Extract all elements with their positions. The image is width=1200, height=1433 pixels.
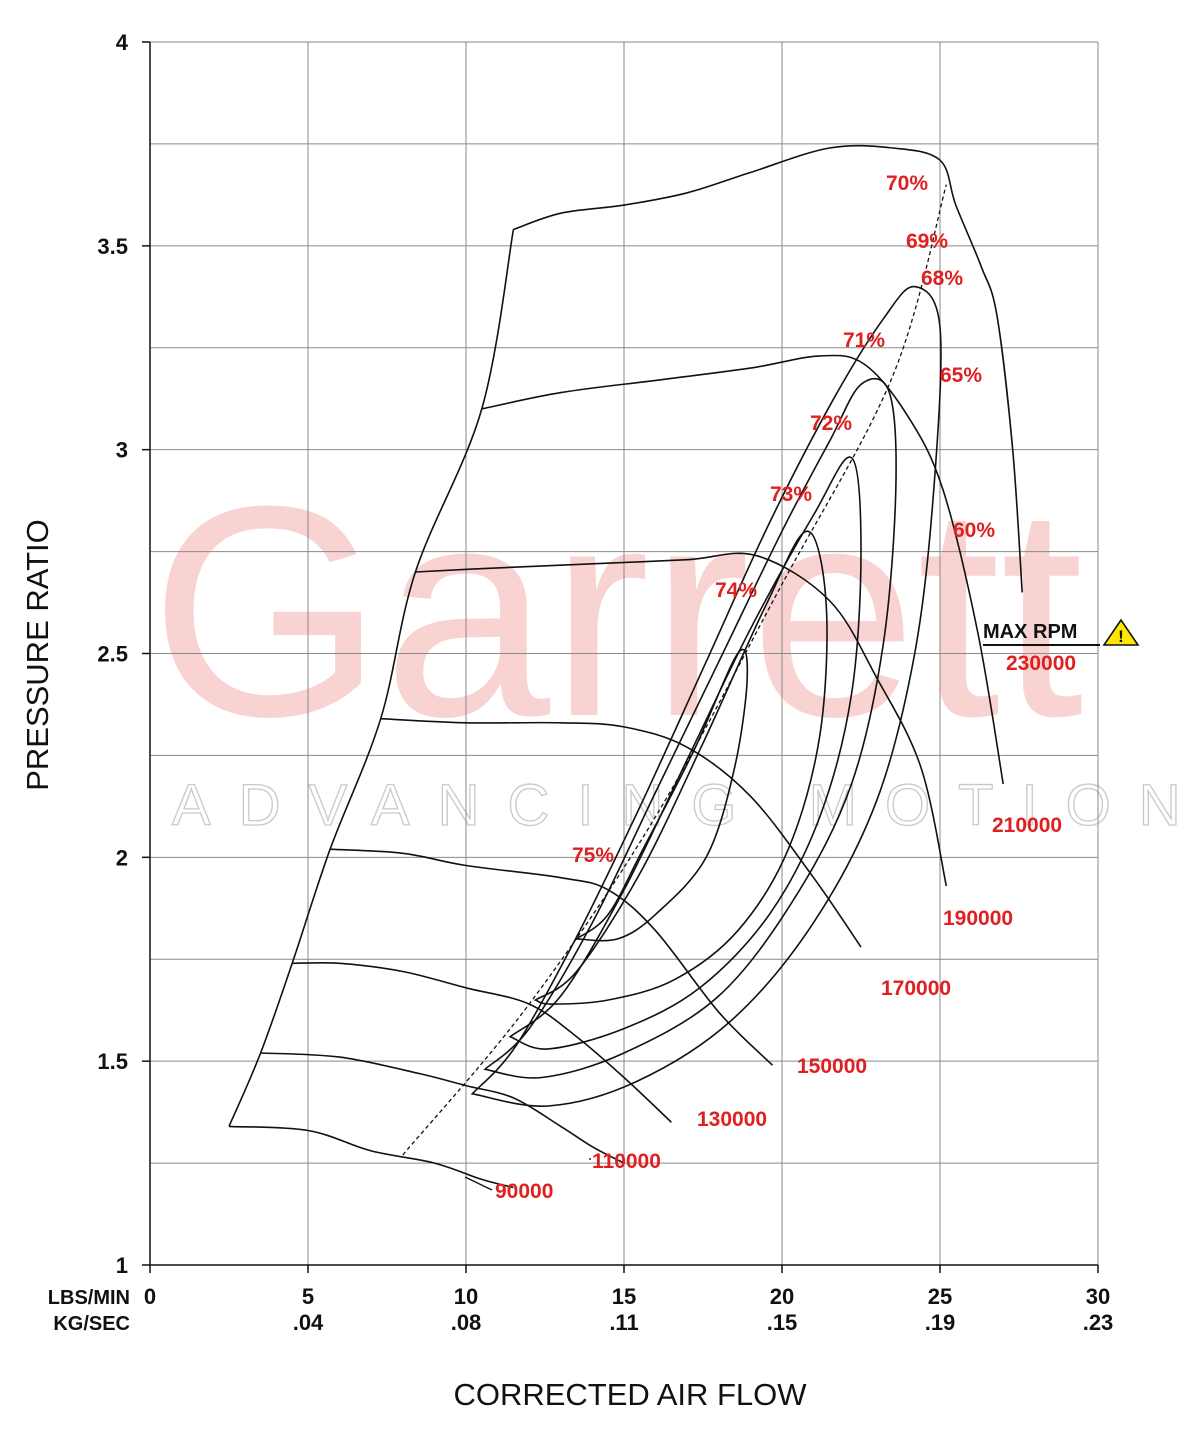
x-tick-label-kg: .11	[609, 1310, 638, 1335]
y-axis-title: PRESSURE RATIO	[20, 519, 55, 791]
peak-efficiency-line	[402, 184, 947, 1156]
speed-label-230000: 230000	[1006, 652, 1076, 675]
speed-line-190000	[415, 552, 948, 887]
speed-line-210000	[481, 354, 1004, 785]
efficiency-island-73	[508, 456, 862, 1050]
speed-line-230000	[513, 144, 1023, 593]
y-tick-label: 4	[116, 30, 129, 55]
speed-labels: 90000 110000 130000 150000 170000 190000…	[495, 652, 1076, 1203]
eff-label-75: 75%	[572, 844, 614, 867]
y-tick-labels: 1 1.5 2 2.5 3 3.5 4	[97, 30, 128, 1278]
eff-label-71: 71%	[843, 329, 885, 352]
speed-label-170000: 170000	[881, 977, 951, 1000]
x-tick-label-lbs: 10	[454, 1284, 478, 1309]
speed-label-190000: 190000	[943, 907, 1013, 930]
x-tick-labels: 0 5.04 10.08 15.11 20.15 25.19 30.23	[144, 1284, 1113, 1335]
surge-line	[228, 229, 515, 1127]
efficiency-labels: 75% 74% 73% 72% 71% 70% 69% 68% 65% 60%	[572, 172, 995, 867]
efficiency-island-71	[470, 285, 942, 1107]
x-tick-label-lbs: 15	[612, 1284, 636, 1309]
speed-line-150000	[330, 848, 774, 1066]
eff-label-65: 65%	[940, 364, 982, 387]
svg-text:!: !	[1118, 627, 1124, 646]
x-tick-label-kg: .19	[925, 1310, 956, 1335]
speed-line-130000	[292, 961, 672, 1123]
label-leaders	[464, 1158, 591, 1191]
x-tick-label-kg: .04	[293, 1310, 324, 1335]
x-tick-label-lbs: 5	[302, 1284, 314, 1309]
speed-label-150000: 150000	[797, 1055, 867, 1078]
efficiency-island-74	[533, 530, 828, 1005]
x-tick-label-kg: .15	[767, 1310, 798, 1335]
axes	[142, 41, 1099, 1273]
eff-label-72: 72%	[810, 412, 852, 435]
y-tick-label: 1.5	[97, 1049, 128, 1074]
x-tick-label-lbs: 20	[770, 1284, 794, 1309]
eff-label-74: 74%	[715, 579, 757, 602]
eff-label-60: 60%	[953, 519, 995, 542]
speed-line-110000	[260, 1052, 625, 1164]
efficiency-island-75	[574, 648, 749, 942]
y-tick-label: 3	[116, 438, 128, 463]
eff-label-70: 70%	[886, 172, 928, 195]
efficiency-islands	[470, 285, 942, 1107]
speed-label-110000: 110000	[592, 1150, 661, 1173]
x-tick-label-lbs: 30	[1086, 1284, 1110, 1309]
x-tick-label-kg: .08	[451, 1310, 482, 1335]
speed-line-90000	[228, 1125, 514, 1189]
x-unit-label-lbs: LBS/MIN	[48, 1287, 130, 1309]
warning-triangle-icon: !	[1102, 618, 1140, 646]
speed-label-90000: 90000	[495, 1180, 553, 1203]
x-tick-label-lbs: 0	[144, 1284, 156, 1309]
eff-label-69: 69%	[906, 230, 948, 253]
y-tick-label: 2	[116, 845, 128, 870]
speed-label-130000: 130000	[697, 1108, 767, 1131]
speed-label-210000: 210000	[992, 814, 1062, 837]
y-tick-label: 1	[116, 1253, 128, 1278]
x-unit-label-kg: KG/SEC	[53, 1313, 130, 1335]
speed-lines	[228, 144, 1023, 1189]
x-axis-title: CORRECTED AIR FLOW	[453, 1377, 807, 1412]
efficiency-island-72	[483, 377, 897, 1079]
watermark-brand: Garrett	[150, 443, 1085, 779]
x-tick-label-lbs: 25	[928, 1284, 952, 1309]
max-rpm-label: MAX RPM	[983, 621, 1077, 643]
grid-lines	[149, 41, 1099, 1266]
x-tick-label-kg: .23	[1083, 1310, 1114, 1335]
y-tick-label: 3.5	[97, 234, 128, 259]
max-rpm-annotation: MAX RPM !	[983, 618, 1140, 646]
eff-label-68: 68%	[921, 267, 963, 290]
eff-label-73: 73%	[770, 483, 812, 506]
speed-line-170000	[380, 717, 862, 948]
y-tick-label: 2.5	[97, 642, 128, 667]
watermark: Garrett ADVANCING MOTION	[150, 443, 1181, 839]
